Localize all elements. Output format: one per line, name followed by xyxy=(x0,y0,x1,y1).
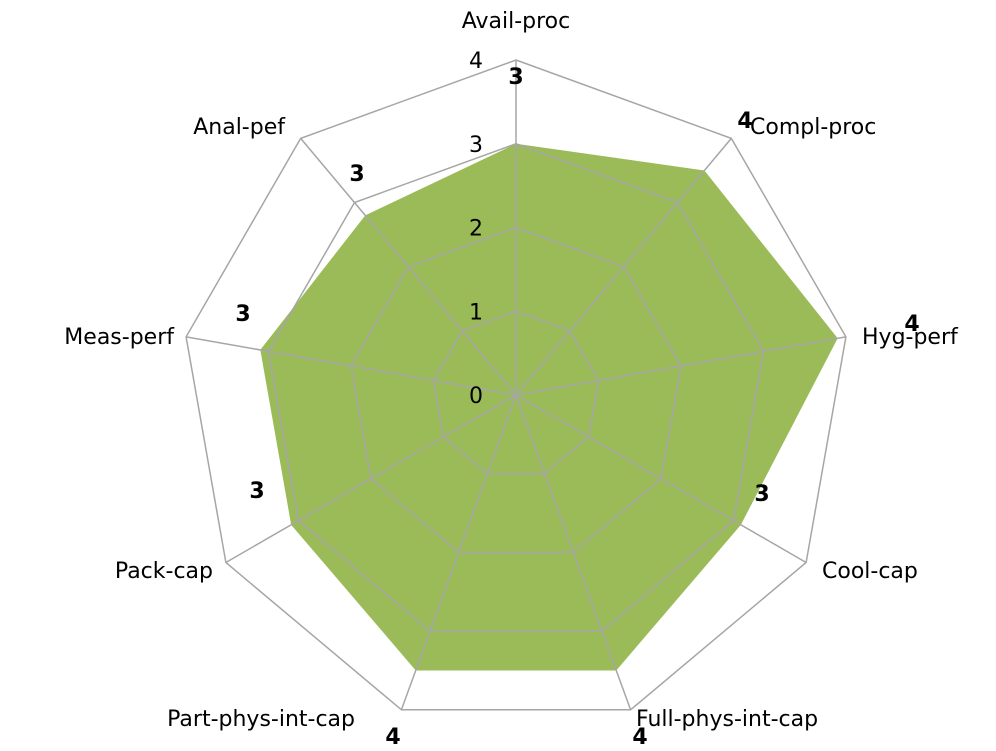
data-area xyxy=(260,143,838,671)
spoke xyxy=(515,394,807,564)
grid-ring xyxy=(432,310,600,475)
category-label: Compl-proc xyxy=(750,115,876,140)
category-label: Cool-cap xyxy=(822,559,918,584)
grid-ring xyxy=(185,59,847,711)
category-label: Avail-proc xyxy=(462,9,571,34)
value-label: 4 xyxy=(904,312,919,337)
value-label: 3 xyxy=(249,479,264,504)
spoke xyxy=(400,394,517,711)
r-tick-label: 2 xyxy=(469,217,483,242)
spoke xyxy=(185,336,517,396)
category-label: Hyg-perf xyxy=(862,325,959,350)
value-label: 4 xyxy=(385,725,400,747)
grid-ring xyxy=(267,142,765,632)
value-label: 3 xyxy=(754,482,769,507)
category-label: Anal-pef xyxy=(193,115,286,140)
category-label: Pack-cap xyxy=(115,559,213,584)
r-tick-label: 0 xyxy=(469,384,483,409)
category-label: Part-phys-int-cap xyxy=(167,707,355,732)
value-label: 3 xyxy=(235,302,250,327)
r-tick-label: 1 xyxy=(469,300,483,325)
value-label: 3 xyxy=(349,162,364,187)
r-tick-label: 3 xyxy=(469,133,483,158)
category-label: Meas-perf xyxy=(64,325,175,350)
spoke xyxy=(515,394,632,711)
grid-ring xyxy=(350,226,682,554)
value-label: 4 xyxy=(632,725,647,747)
value-label: 3 xyxy=(508,65,523,90)
spoke xyxy=(300,137,517,396)
spoke xyxy=(515,137,732,396)
category-label: Full-phys-int-cap xyxy=(636,707,818,732)
value-label: 4 xyxy=(737,109,752,134)
r-tick-label: 4 xyxy=(469,49,483,74)
spoke xyxy=(515,336,847,396)
spoke xyxy=(225,394,517,564)
